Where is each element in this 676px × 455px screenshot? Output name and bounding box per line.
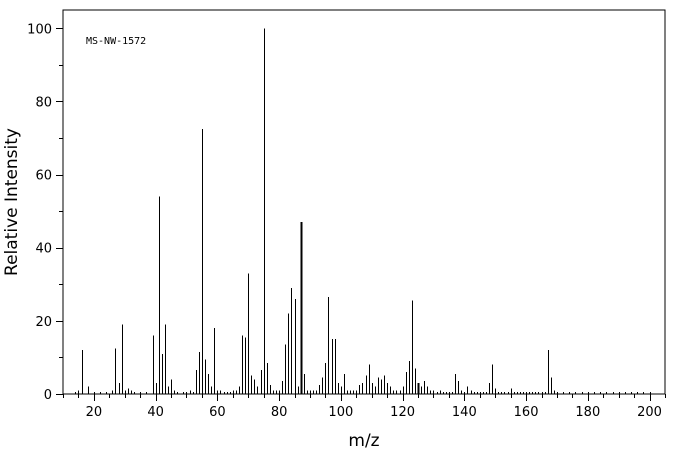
x-tick-label: 100	[328, 405, 353, 420]
x-axis-ticks: 20 40 60 80 100 120 140 160 180 200	[63, 394, 666, 420]
y-axis-ticks: 0 20 40 60 80 100	[27, 22, 63, 403]
x-tick-label: 60	[209, 405, 226, 420]
y-tick-label: 0	[44, 388, 52, 403]
x-tick-label: 200	[637, 405, 662, 420]
spectrum-id-annotation: MS-NW-1572	[86, 36, 146, 47]
x-tick-label: 180	[575, 405, 600, 420]
x-tick-label: 20	[86, 405, 103, 420]
x-tick-label: 160	[514, 405, 539, 420]
y-tick-label: 80	[35, 95, 52, 110]
x-axis-title: m/z	[348, 431, 379, 451]
plot-frame	[62, 9, 666, 395]
x-tick-label: 120	[390, 405, 415, 420]
y-tick-label: 100	[27, 22, 52, 37]
y-tick-label: 20	[35, 315, 52, 330]
y-axis-title: Relative Intensity	[2, 128, 22, 276]
y-tick-label: 60	[35, 169, 52, 184]
y-tick-label: 40	[35, 242, 52, 257]
x-tick-label: 80	[271, 405, 288, 420]
x-tick-label: 40	[147, 405, 164, 420]
spectrum-peaks	[75, 28, 651, 394]
x-tick-label: 140	[452, 405, 477, 420]
